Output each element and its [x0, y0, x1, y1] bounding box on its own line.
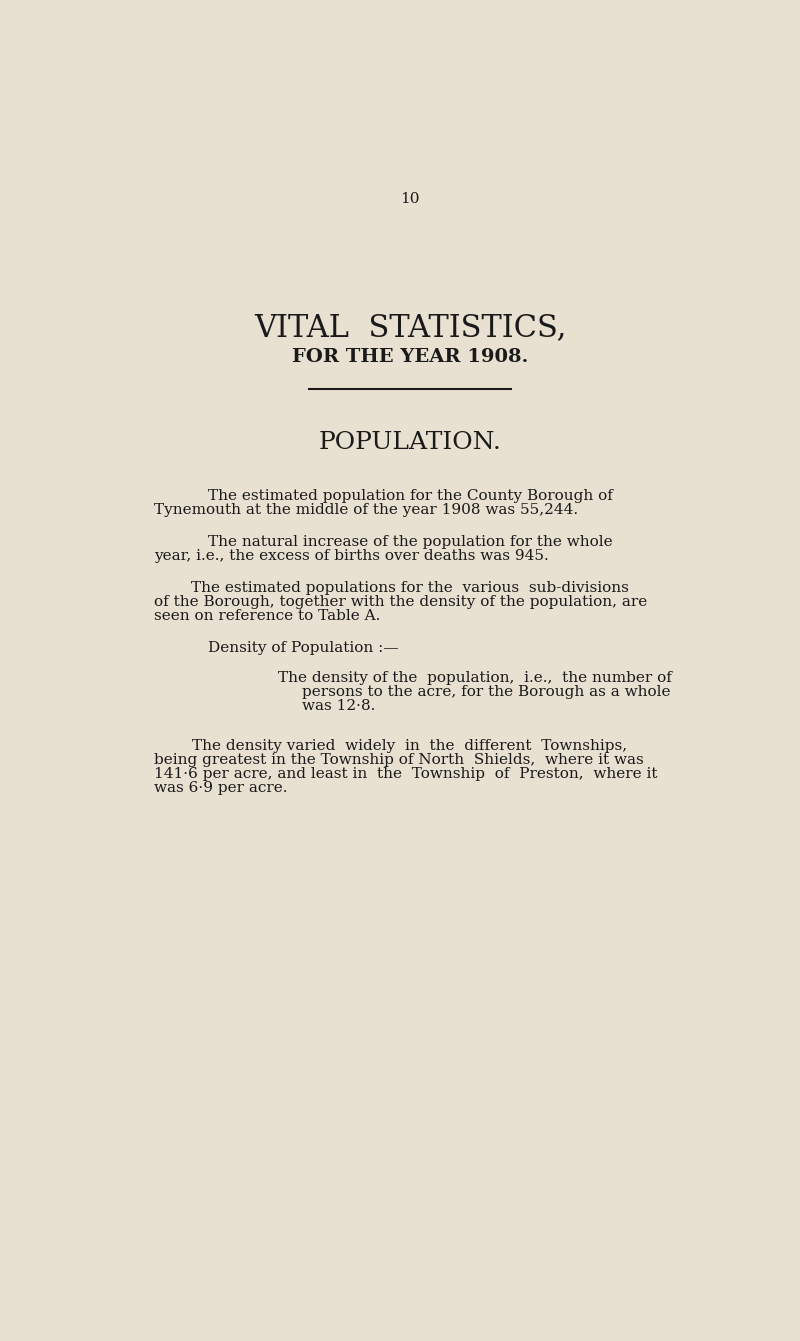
Text: seen on reference to Table A.: seen on reference to Table A. — [154, 609, 381, 624]
Text: of the Borough, together with the density of the population, are: of the Borough, together with the densit… — [154, 595, 647, 609]
Text: 10: 10 — [400, 193, 420, 207]
Text: being greatest in the Township of North  Shields,  where it was: being greatest in the Township of North … — [154, 754, 644, 767]
Text: was 12·8.: was 12·8. — [302, 699, 375, 713]
Text: was 6·9 per acre.: was 6·9 per acre. — [154, 780, 288, 795]
Text: 141·6 per acre, and least in  the  Township  of  Preston,  where it: 141·6 per acre, and least in the Townshi… — [154, 767, 658, 780]
Text: persons to the acre, for the Borough as a whole: persons to the acre, for the Borough as … — [302, 685, 670, 699]
Text: year, i.e., the excess of births over deaths was 945.: year, i.e., the excess of births over de… — [154, 548, 549, 563]
Text: The density of the  population,  i.e.,  the number of: The density of the population, i.e., the… — [278, 672, 672, 685]
Text: FOR THE YEAR 1908.: FOR THE YEAR 1908. — [292, 349, 528, 366]
Text: VITAL  STATISTICS,: VITAL STATISTICS, — [254, 312, 566, 343]
Text: The estimated populations for the  various  sub-divisions: The estimated populations for the variou… — [191, 582, 629, 595]
Text: The natural increase of the population for the whole: The natural increase of the population f… — [208, 535, 612, 550]
Text: Tynemouth at the middle of the year 1908 was 55,244.: Tynemouth at the middle of the year 1908… — [154, 503, 578, 516]
Text: The estimated population for the County Borough of: The estimated population for the County … — [207, 489, 613, 503]
Text: POPULATION.: POPULATION. — [318, 432, 502, 455]
Text: The density varied  widely  in  the  different  Townships,: The density varied widely in the differe… — [193, 739, 627, 754]
Text: Density of Population :—: Density of Population :— — [209, 641, 399, 654]
